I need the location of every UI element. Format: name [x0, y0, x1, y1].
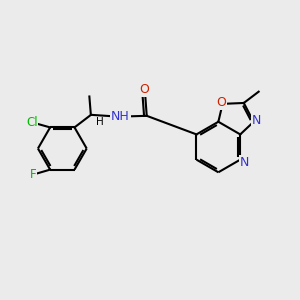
Text: NH: NH [111, 110, 130, 123]
Text: N: N [240, 156, 249, 169]
Text: F: F [30, 169, 36, 182]
Text: O: O [216, 96, 226, 109]
Text: O: O [139, 82, 149, 96]
Text: N: N [252, 114, 261, 127]
Text: Cl: Cl [26, 116, 38, 129]
Text: H: H [96, 117, 104, 127]
